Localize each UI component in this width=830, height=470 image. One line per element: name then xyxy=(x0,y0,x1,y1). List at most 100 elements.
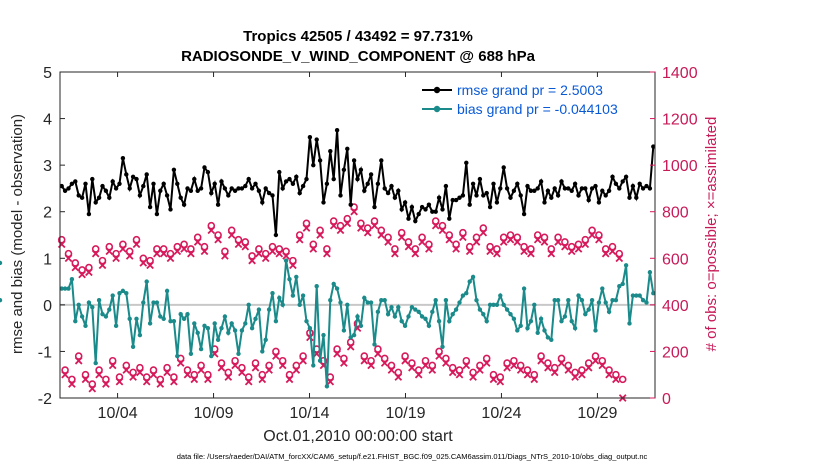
obs-assimilated-stroke xyxy=(435,352,443,360)
obs-assimilated-stroke xyxy=(258,375,267,384)
obs-possible-point xyxy=(214,231,222,239)
obs-assimilated-stroke xyxy=(578,370,586,379)
bias-point xyxy=(450,311,455,317)
obs-possible-point xyxy=(618,375,627,384)
obs-possible-point xyxy=(61,366,69,374)
obs-possible-point xyxy=(248,252,256,260)
obs-assimilated-point xyxy=(384,238,392,246)
bias-point xyxy=(623,263,629,268)
obs-assimilated-point xyxy=(574,245,583,253)
rmse-point xyxy=(246,176,251,182)
obs-assimilated-point xyxy=(578,370,586,379)
obs-possible-point xyxy=(465,242,474,251)
obs-possible-point xyxy=(122,361,131,370)
rmse-point xyxy=(399,207,404,212)
bias-point xyxy=(399,318,404,324)
rmse-point xyxy=(409,204,415,210)
obs-assimilated-point xyxy=(601,249,610,258)
rmse-point xyxy=(440,207,445,212)
obs-possible-point xyxy=(571,368,579,377)
rmse-point xyxy=(362,188,367,193)
bias-point xyxy=(0,298,3,303)
obs-assimilated-stroke xyxy=(316,231,324,239)
obs-possible-point xyxy=(85,263,93,272)
obs-possible-point xyxy=(496,373,505,381)
obs-possible-point xyxy=(581,235,590,244)
obs-assimilated-stroke xyxy=(462,361,471,370)
bias-point xyxy=(440,344,445,349)
bias-point xyxy=(76,302,81,308)
bias-point xyxy=(277,295,282,301)
obs-assimilated-stroke xyxy=(571,373,579,381)
obs-assimilated-stroke xyxy=(285,375,294,384)
bias-point xyxy=(647,270,653,275)
obs-assimilated-stroke xyxy=(540,238,549,246)
bias-point xyxy=(348,335,353,340)
obs-assimilated-stroke xyxy=(340,359,348,367)
obs-possible-point xyxy=(363,224,372,232)
obs-assimilated-stroke xyxy=(482,359,491,367)
obs-assimilated-stroke xyxy=(377,231,386,239)
bias-point xyxy=(66,286,71,291)
obs-assimilated-point xyxy=(176,359,185,367)
obs-assimilated-stroke xyxy=(421,361,430,370)
obs-assimilated-stroke xyxy=(85,268,93,277)
obs-possible-point xyxy=(74,352,83,360)
obs-assimilated-point xyxy=(489,375,498,384)
bias-point xyxy=(253,316,258,322)
y-right-tick-label: 800 xyxy=(662,205,689,222)
obs-assimilated-stroke xyxy=(214,235,222,244)
rmse-point xyxy=(202,165,207,170)
bias-point xyxy=(569,318,574,324)
rmse-point xyxy=(572,181,578,186)
rmse-point xyxy=(549,195,554,200)
obs-possible-point xyxy=(159,245,168,253)
obs-possible-point xyxy=(234,235,243,244)
obs-possible-point xyxy=(200,242,209,251)
bias-point xyxy=(321,332,326,338)
obs-assimilated-stroke xyxy=(183,370,192,379)
rmse-point xyxy=(487,204,493,210)
obs-possible-point xyxy=(292,361,301,370)
obs-assimilated-stroke xyxy=(513,238,522,246)
bias-point xyxy=(175,353,180,359)
rmse-point xyxy=(521,211,527,217)
obs-possible-point xyxy=(108,356,117,365)
obs-possible-point xyxy=(163,363,171,372)
obs-possible-point xyxy=(527,245,535,253)
obs-assimilated-point xyxy=(323,249,331,258)
obs-assimilated-stroke xyxy=(180,245,188,253)
bias-point xyxy=(290,293,296,298)
obs-possible-point xyxy=(598,356,607,365)
obs-assimilated-point xyxy=(173,247,182,256)
obs-possible-point xyxy=(357,219,365,228)
rmse-point xyxy=(79,195,85,200)
bias-point xyxy=(229,321,234,326)
bias-point xyxy=(596,300,602,305)
bias-point xyxy=(263,337,268,342)
bias-point xyxy=(433,298,438,303)
obs-possible-point xyxy=(197,361,205,370)
obs-assimilated-point xyxy=(391,249,399,258)
obs-assimilated-stroke xyxy=(598,361,607,370)
bias-point xyxy=(113,323,119,329)
bias-point xyxy=(0,260,3,266)
obs-assimilated-stroke xyxy=(166,254,175,263)
rmse-point xyxy=(647,186,653,191)
obs-possible-point xyxy=(333,345,341,353)
bias-point xyxy=(474,298,479,303)
bias-point xyxy=(600,286,605,291)
rmse-point xyxy=(158,188,163,193)
obs-assimilated-stroke xyxy=(78,270,86,279)
y-right-tick-label: 1200 xyxy=(662,112,698,129)
bias-point xyxy=(545,335,551,340)
obs-possible-point xyxy=(540,233,549,242)
rmse-point xyxy=(416,211,421,217)
obs-assimilated-point xyxy=(278,361,287,370)
rmse-point xyxy=(321,200,326,205)
obs-assimilated-stroke xyxy=(472,238,481,246)
obs-assimilated-stroke xyxy=(299,356,307,365)
obs-assimilated-point xyxy=(241,242,250,251)
obs-assimilated-point xyxy=(336,226,345,235)
obs-possible-point xyxy=(265,361,273,370)
